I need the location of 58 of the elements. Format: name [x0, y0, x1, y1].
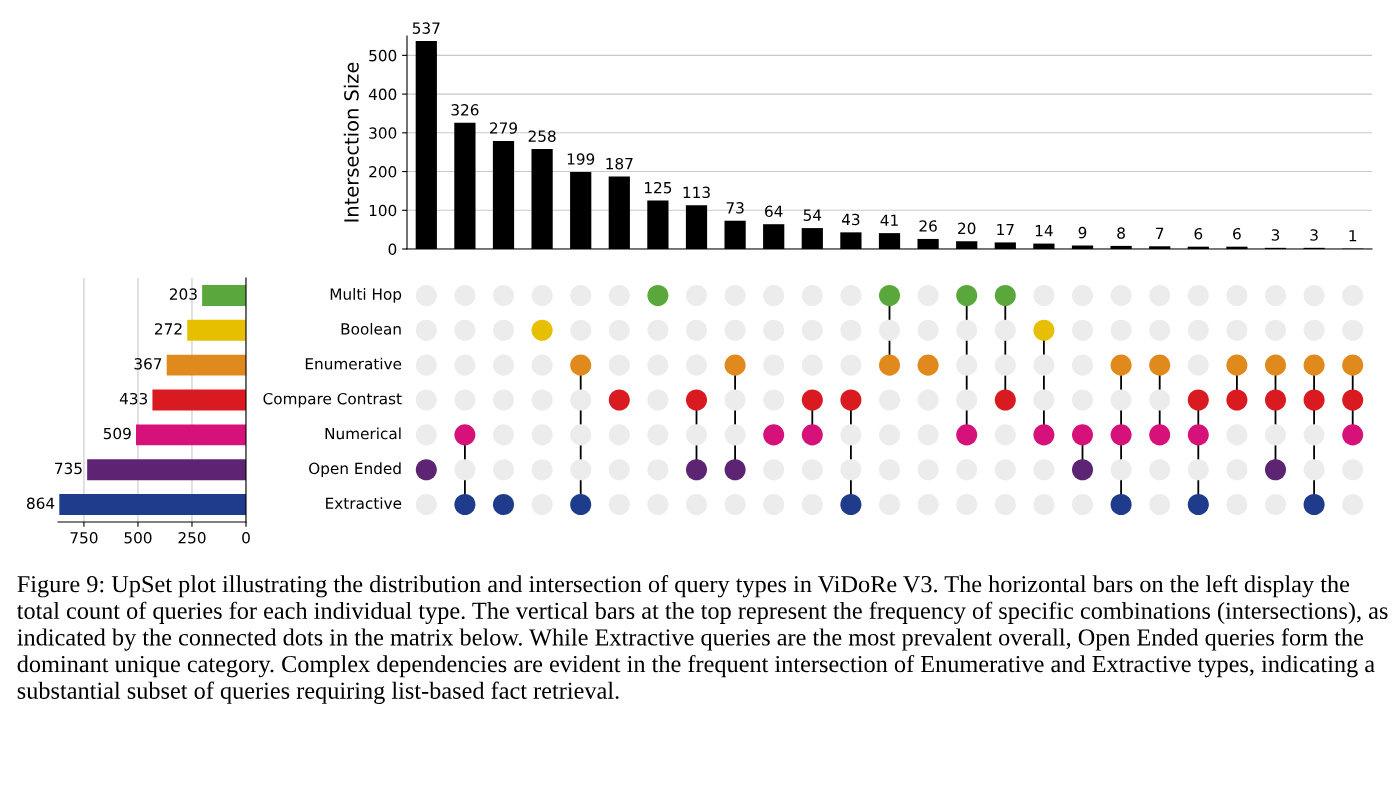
y-tick-label: 400 [368, 88, 397, 101]
y-tick-label: Compare Contrast [263, 392, 402, 408]
data-label: 187 [606, 157, 633, 170]
data-label: 326 [451, 104, 479, 116]
y-tick-label: Extractive [326, 497, 402, 509]
caption: Figure 9: UpSet plot illustrating the distribution and intersection of query types in ViDoRe V3. The horizontal bars on the left display the total count of queries for each individual type. The vertical bars at the top represent the frequency of specific combinations (intersections), as indicated by the connected dots in the matrix below. While Extractive queries are the most prevalent overall, Open Ended queries form the dominant unique category. Complex dependencies are evident in the frequent intersection of Enumerative and Extractive types, indicating a substantial subset of queries requiring list-based fact retrieval. [16, 575, 1388, 704]
data-label: 54 [803, 209, 822, 221]
bar [59, 494, 246, 516]
data-label: 17 [997, 223, 1014, 236]
data-label: 272 [155, 323, 182, 335]
data-label: 735 [55, 462, 82, 475]
y-tick-label: 500 [369, 49, 397, 62]
y-tick-label: Open Ended [309, 462, 401, 478]
data-label: 20 [958, 222, 976, 235]
y-tick-label: Multi Hop [330, 288, 402, 303]
data-label: 6 [1194, 227, 1203, 240]
data-label: 43 [841, 213, 860, 226]
data-label: 199 [567, 153, 595, 165]
bar [166, 354, 246, 376]
y-axis-title: Intersection Size [343, 62, 359, 222]
data-label: 41 [880, 214, 898, 226]
data-label: 6 [1233, 227, 1241, 240]
bar [136, 424, 246, 446]
data-label: 279 [490, 122, 518, 134]
bar [152, 389, 246, 411]
data-label: 125 [645, 181, 672, 194]
data-label: 26 [919, 220, 937, 232]
data-label: 73 [726, 202, 744, 214]
data-label: 9 [1078, 226, 1087, 239]
data-label: 113 [683, 186, 710, 199]
data-label: 3 [1310, 229, 1318, 241]
x-tick-label: 500 [124, 531, 152, 544]
y-tick-label: Enumerative [305, 357, 402, 370]
data-label: 367 [134, 358, 162, 370]
data-label: 7 [1156, 227, 1164, 239]
bar [87, 459, 246, 481]
data-label: 258 [528, 130, 556, 142]
data-label: 14 [1035, 225, 1053, 237]
x-tick-label: 0 [242, 531, 250, 544]
bar [187, 319, 246, 341]
data-label: 8 [1117, 227, 1125, 239]
data-label: 433 [119, 392, 148, 405]
data-label: 64 [765, 205, 783, 218]
x-tick-label: 750 [70, 531, 98, 544]
data-label: 864 [27, 497, 55, 509]
y-tick-label: 300 [369, 127, 397, 139]
data-label: 203 [169, 288, 197, 300]
y-tick-label: 100 [369, 204, 397, 217]
y-tick-label: 200 [369, 166, 397, 178]
data-label: 3 [1271, 229, 1280, 241]
y-tick-label: 0 [388, 243, 397, 256]
data-label: 509 [103, 427, 131, 440]
bar [202, 284, 246, 306]
data-label: 537 [412, 22, 440, 34]
data-label: 1 [1349, 230, 1357, 242]
y-tick-label: Numerical [325, 427, 401, 440]
y-tick-label: Boolean [341, 322, 401, 335]
x-tick-label: 250 [178, 531, 206, 544]
